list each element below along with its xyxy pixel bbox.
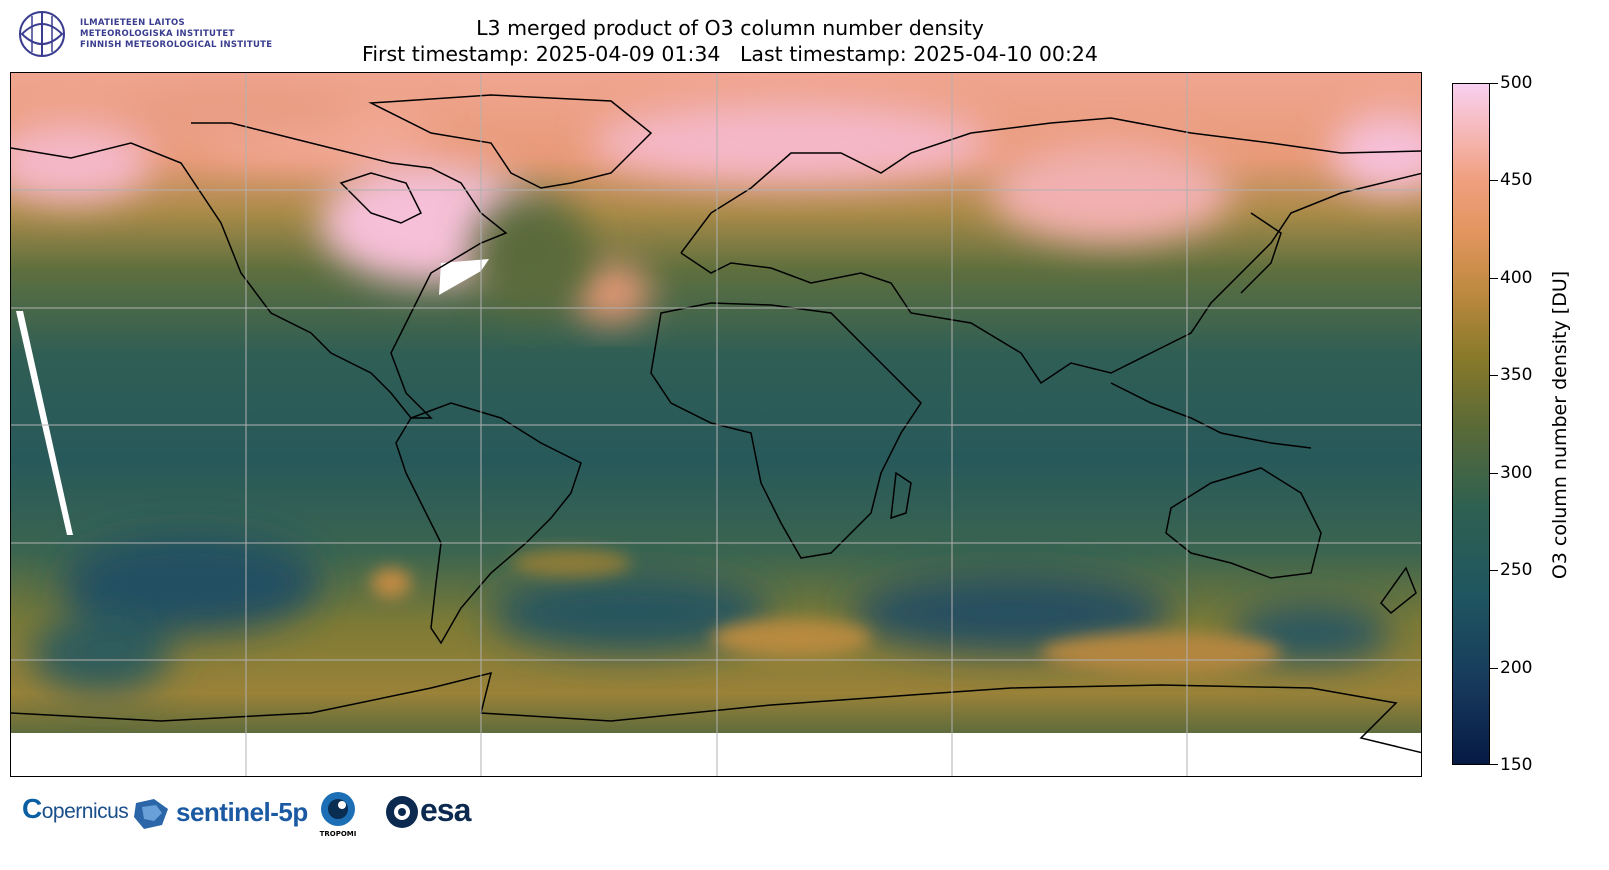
ozone-field [11,73,1421,776]
southern-ozone-band [371,549,1281,673]
title-timestamps: First timestamp: 2025-04-09 01:34 Last t… [362,42,1098,66]
colorbar-tick [1490,180,1498,181]
fmi-name-sv: METEOROLOGISKA INSTITUTET [80,29,235,39]
tropomi-logo-text: TROPOMI [319,830,357,838]
missing-data-swath-pacific [16,311,73,535]
colorbar [1452,83,1490,765]
colorbar-tick-label: 250 [1500,560,1533,580]
ozone-map [10,72,1422,777]
colorbar-tick [1490,83,1498,84]
fmi-name-en: FINNISH METEOROLOGICAL INSTITUTE [80,40,273,50]
colorbar-tick [1490,764,1498,765]
colorbar-tick-label: 200 [1500,658,1533,678]
copernicus-logo: Copernicus [22,793,129,824]
title-product: L3 merged product of O3 column number de… [476,16,984,40]
colorbar-label: O3 column number density [DU] [1549,270,1571,580]
sentinel-logo-text: sentinel-5p [176,797,308,827]
sentinel-satellite-icon [134,799,168,829]
tropomi-logo: TROPOMI [318,790,358,840]
colorbar-tick-label: 450 [1500,170,1533,190]
colorbar-tick-label: 150 [1500,755,1533,775]
sentinel-5p-logo: sentinel-5p [132,795,308,835]
fmi-logo-icon [19,11,65,57]
esa-emblem-icon [386,796,418,828]
map-title: L3 merged product of O3 column number de… [240,15,1220,67]
esa-logo: esa [384,792,471,834]
colorbar-tick [1490,375,1498,376]
missing-data-swath-atlantic [439,259,489,295]
colorbar-tick [1490,570,1498,571]
colorbar-tick [1490,278,1498,279]
colorbar-tick-label: 300 [1500,463,1533,483]
colorbar-tick-label: 400 [1500,268,1533,288]
fmi-name: ILMATIETEEN LAITOS METEOROLOGISKA INSTIT… [80,18,272,51]
tropomi-eye-icon [321,792,355,826]
copernicus-logo-text: opernicus [41,800,129,823]
fmi-logo: ILMATIETEEN LAITOS METEOROLOGISKA INSTIT… [18,10,308,60]
colorbar-tick [1490,668,1498,669]
colorbar-tick-label: 350 [1500,365,1533,385]
graticule [11,73,1421,776]
coastlines [11,94,1421,754]
fmi-name-fi: ILMATIETEEN LAITOS [80,18,185,28]
colorbar-tick [1490,473,1498,474]
esa-logo-text: esa [420,792,471,828]
colorbar-tick-label: 500 [1500,73,1533,93]
